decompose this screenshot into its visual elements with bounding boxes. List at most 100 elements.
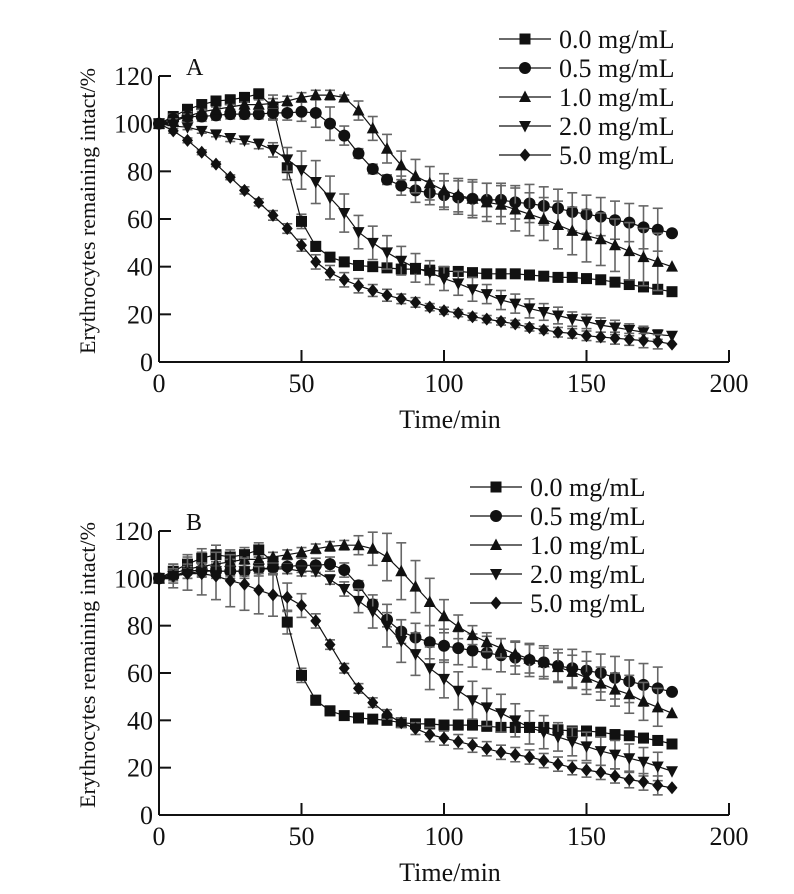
- data-point: [538, 270, 550, 282]
- data-point: [523, 652, 536, 664]
- data-point: [195, 125, 208, 138]
- legend-marker: [490, 538, 502, 550]
- data-point: [324, 539, 336, 552]
- data-point: [594, 746, 607, 758]
- data-point: [438, 183, 450, 196]
- data-point: [552, 218, 564, 230]
- data-point: [466, 284, 479, 296]
- data-point: [324, 266, 336, 280]
- data-point: [509, 268, 521, 280]
- legend-marker: [519, 62, 531, 74]
- data-point: [381, 550, 393, 563]
- legend-marker: [490, 510, 502, 522]
- data-point: [537, 212, 550, 224]
- data-point: [196, 567, 208, 581]
- data-point: [594, 320, 607, 332]
- x-axis-title: Time/min: [399, 405, 501, 434]
- data-point: [452, 685, 465, 698]
- data-point: [267, 588, 279, 602]
- data-point: [509, 715, 522, 727]
- legend-item: 0.5 mg/mL: [470, 502, 646, 531]
- data-point: [566, 665, 579, 677]
- data-point: [537, 727, 550, 739]
- data-point: [181, 110, 194, 122]
- data-point: [324, 705, 336, 717]
- data-point: [480, 195, 493, 208]
- data-point: [338, 90, 351, 103]
- data-point: [480, 289, 493, 301]
- data-point: [338, 661, 350, 675]
- data-point: [623, 687, 636, 700]
- y-axis-title: Erythrocytes remaining intact/%: [75, 68, 100, 354]
- data-point: [452, 278, 465, 290]
- data-point: [438, 731, 450, 745]
- data-point: [480, 635, 493, 648]
- data-point: [666, 738, 678, 750]
- data-point: [537, 306, 550, 319]
- x-axis-title: Time/min: [399, 858, 501, 887]
- data-point: [281, 106, 294, 119]
- data-point: [438, 273, 450, 286]
- data-point: [253, 544, 265, 556]
- data-point: [623, 332, 635, 346]
- data-point: [566, 271, 578, 283]
- data-point: [424, 718, 436, 730]
- data-point: [410, 722, 421, 736]
- data-point: [324, 88, 336, 101]
- data-point: [652, 335, 664, 349]
- data-point: [581, 329, 592, 343]
- data-point: [352, 227, 365, 239]
- data-point: [352, 104, 365, 116]
- data-point: [495, 198, 507, 210]
- y-tick-label: 120: [114, 62, 153, 91]
- data-point: [609, 749, 621, 762]
- data-point: [467, 310, 478, 324]
- data-point: [281, 222, 293, 236]
- x-tick-label: 0: [153, 369, 166, 398]
- data-point: [495, 295, 507, 307]
- data-point: [296, 215, 307, 227]
- data-point: [495, 745, 507, 759]
- data-point: [438, 673, 450, 686]
- data-point: [395, 158, 408, 171]
- legend-item: 2.0 mg/mL: [499, 112, 675, 141]
- data-point: [196, 99, 208, 111]
- data-point: [523, 207, 536, 220]
- data-point: [281, 590, 293, 604]
- data-point: [210, 157, 222, 171]
- data-point: [537, 655, 550, 668]
- data-point: [395, 255, 408, 268]
- data-point: [609, 276, 621, 288]
- data-point: [423, 267, 436, 280]
- data-point: [267, 563, 279, 576]
- y-tick-label: 40: [127, 253, 153, 282]
- y-tick-label: 80: [127, 612, 153, 641]
- data-point: [666, 685, 678, 698]
- data-point: [438, 719, 450, 731]
- data-point: [281, 616, 293, 628]
- legend-label: 1.0 mg/mL: [530, 531, 646, 560]
- data-point: [381, 142, 393, 154]
- data-point: [424, 728, 436, 742]
- data-point: [239, 577, 250, 591]
- data-point: [295, 90, 308, 103]
- data-point: [309, 88, 322, 101]
- legend-item: 2.0 mg/mL: [470, 560, 646, 589]
- legend-item: 1.0 mg/mL: [499, 83, 675, 112]
- data-point: [296, 669, 307, 681]
- data-point: [353, 712, 364, 724]
- x-tick-label: 100: [425, 822, 464, 851]
- data-point: [338, 208, 351, 220]
- x-tick-label: 100: [425, 369, 464, 398]
- data-point: [367, 261, 379, 273]
- data-point: [552, 310, 564, 323]
- data-point: [609, 683, 621, 695]
- data-point: [637, 756, 650, 769]
- data-point: [309, 542, 322, 554]
- data-point: [637, 250, 650, 263]
- data-point: [210, 102, 222, 115]
- data-point: [252, 108, 265, 121]
- data-point: [338, 710, 350, 722]
- data-point: [595, 274, 607, 286]
- data-point: [381, 620, 393, 633]
